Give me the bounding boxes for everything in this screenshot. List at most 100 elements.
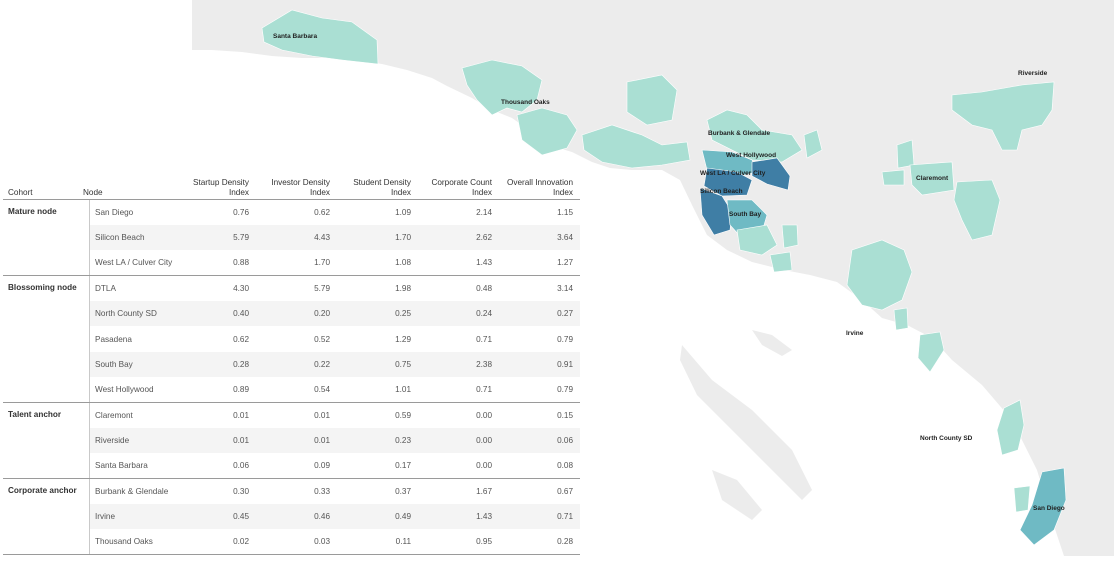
value-cell-overall: 3.14: [499, 275, 580, 302]
node-header-label: Node: [83, 188, 103, 197]
value-cell-corporate: 2.62: [418, 225, 499, 251]
table-row[interactable]: Silicon Beach 5.79 4.43 1.70 2.62 3.64: [3, 225, 580, 251]
col-header-investor[interactable]: Investor Density Index: [256, 176, 337, 200]
col-header-corporate[interactable]: Corporate Count Index: [418, 176, 499, 200]
value-cell-student: 0.59: [337, 401, 418, 428]
region-dtla[interactable]: [751, 157, 791, 191]
table-row[interactable]: Blossoming node DTLA 4.30 5.79 1.98 0.48 3.14: [3, 275, 580, 302]
table-row[interactable]: Thousand Oaks 0.02 0.03 0.11 0.95 0.28: [3, 529, 580, 556]
region-pasadena[interactable]: [803, 129, 823, 159]
peninsula-small: [752, 330, 792, 356]
value-cell-overall: 0.06: [499, 427, 580, 453]
value-cell-startup: 0.01: [173, 401, 256, 428]
region-inland[interactable]: [953, 179, 1001, 241]
value-cell-startup: 5.79: [173, 225, 256, 251]
table-row[interactable]: Santa Barbara 0.06 0.09 0.17 0.00 0.08: [3, 452, 580, 479]
region-long-beach[interactable]: [781, 224, 799, 249]
peninsula-lower: [680, 345, 812, 500]
header-line: Corporate Count: [431, 178, 492, 187]
region-riverside[interactable]: [951, 81, 1055, 151]
peninsula-left: [712, 470, 762, 520]
value-cell-student: 1.08: [395, 258, 411, 268]
region-south-bay-2[interactable]: [736, 224, 778, 256]
region-coast-oc[interactable]: [917, 331, 945, 373]
value-cell-student: 0.23: [337, 427, 418, 453]
value-cell-overall: 0.91: [499, 351, 580, 377]
node-cell: Thousand Oaks: [89, 529, 173, 555]
table-row[interactable]: Talent anchor Claremont 0.01 0.01 0.59 0.00 0.…: [3, 401, 580, 428]
value-cell-startup: 0.76: [233, 208, 249, 218]
region-west-la[interactable]: [703, 167, 753, 197]
region-map[interactable]: Santa Barbara Riverside Thousand Oaks Bu…: [192, 0, 1114, 556]
map-canvas: Santa Barbara Riverside Thousand Oaks Bu…: [192, 0, 1114, 556]
value-cell-investor: 4.43: [256, 225, 337, 251]
region-santa-barbara[interactable]: [261, 9, 379, 65]
value-cell-investor: 0.01: [256, 401, 337, 428]
region-north-valley[interactable]: [626, 74, 678, 126]
map-label-claremont: Claremont: [916, 175, 949, 182]
map-label-thousand-oaks: Thousand Oaks: [501, 99, 550, 106]
node-cell: Irvine: [89, 504, 173, 530]
node-cell: West Hollywood: [89, 376, 173, 402]
value-cell-investor: 5.79: [256, 275, 337, 302]
node-cell: South Bay: [89, 351, 173, 377]
table-row[interactable]: Riverside 0.01 0.01 0.23 0.00 0.06: [3, 427, 580, 453]
cohort-cell: [3, 529, 89, 554]
table-row[interactable]: South Bay 0.28 0.22 0.75 2.38 0.91: [3, 351, 580, 377]
region-irvine-2[interactable]: [893, 307, 909, 331]
value-cell-investor: 0.46: [256, 504, 337, 530]
region-silicon-beach[interactable]: [699, 187, 733, 236]
value-cell-startup: 0.45: [173, 504, 256, 530]
value-cell-overall: 0.15: [499, 401, 580, 428]
cohort-cell: [3, 250, 89, 275]
cohort-cell: [3, 428, 89, 453]
col-header-cohort[interactable]: Cohort Node: [3, 176, 173, 200]
value-cell-corporate: 0.00: [418, 401, 499, 428]
node-cell: Santa Barbara: [89, 452, 173, 479]
node-cell: San Diego: [89, 200, 173, 226]
value-cell-student: 1.29: [395, 334, 411, 344]
table-row[interactable]: West Hollywood 0.89 0.54 1.01 0.71 0.79: [3, 376, 580, 403]
value-cell-investor: 0.52: [314, 334, 330, 344]
table-row[interactable]: Corporate anchor Burbank & Glendale 0.30 0.…: [3, 478, 580, 505]
value-cell-investor: 0.09: [314, 460, 330, 470]
cohort-cell: [3, 504, 89, 529]
header-line: Index: [309, 188, 330, 197]
region-burbank-glendale[interactable]: [706, 109, 803, 163]
node-cell: Silicon Beach: [89, 225, 173, 251]
region-san-diego[interactable]: [1019, 467, 1067, 546]
table-row[interactable]: Mature node San Diego 0.76 0.62 1.09 2.14 1.15: [3, 200, 580, 226]
header-line: Investor Density: [271, 178, 330, 187]
node-cell: Burbank & Glendale: [89, 479, 173, 505]
region-corridor[interactable]: [581, 124, 691, 169]
map-label-silicon-beach: Silicon Beach: [700, 188, 743, 195]
header-line: Overall Innovation: [507, 178, 573, 187]
region-claremont-3[interactable]: [881, 169, 905, 186]
value-cell-corporate: 1.67: [418, 478, 499, 505]
col-header-student[interactable]: Student Density Index: [337, 176, 418, 200]
value-cell-student: 1.09: [395, 208, 411, 218]
region-claremont[interactable]: [896, 139, 915, 169]
map-label-santa-barbara: Santa Barbara: [273, 33, 317, 40]
region-harbor[interactable]: [769, 251, 793, 273]
node-cell: North County SD: [89, 301, 173, 327]
table-row[interactable]: West LA / Culver City 0.88 1.70 1.08 1.43 1.2…: [3, 250, 580, 276]
cohort-header-label: Cohort: [8, 188, 33, 197]
col-header-overall[interactable]: Overall Innovation Index: [499, 176, 580, 200]
region-thousand-oaks-2[interactable]: [516, 107, 578, 156]
table-row[interactable]: Pasadena 0.62 0.52 1.29 0.71 0.79: [3, 326, 580, 352]
region-north-county-sd[interactable]: [996, 399, 1025, 456]
value-cell-overall: 0.79: [557, 384, 573, 394]
col-header-startup[interactable]: Startup Density Index: [173, 176, 256, 200]
map-label-west-la: West LA / Culver City: [700, 170, 766, 177]
table-row[interactable]: Irvine 0.45 0.46 0.49 1.43 0.71: [3, 504, 580, 530]
region-claremont-2[interactable]: [909, 161, 955, 196]
region-irvine[interactable]: [846, 239, 913, 311]
value-cell-corporate: 1.43: [476, 258, 492, 268]
table-row[interactable]: North County SD 0.40 0.20 0.25 0.24 0.27: [3, 301, 580, 327]
cohort-cell: [3, 301, 89, 326]
value-cell-corporate: 1.43: [418, 504, 499, 530]
region-thousand-oaks[interactable]: [461, 59, 543, 116]
innovation-index-table: Cohort Node Startup Density Index Investo…: [3, 176, 580, 556]
region-san-diego-2[interactable]: [1013, 485, 1031, 513]
